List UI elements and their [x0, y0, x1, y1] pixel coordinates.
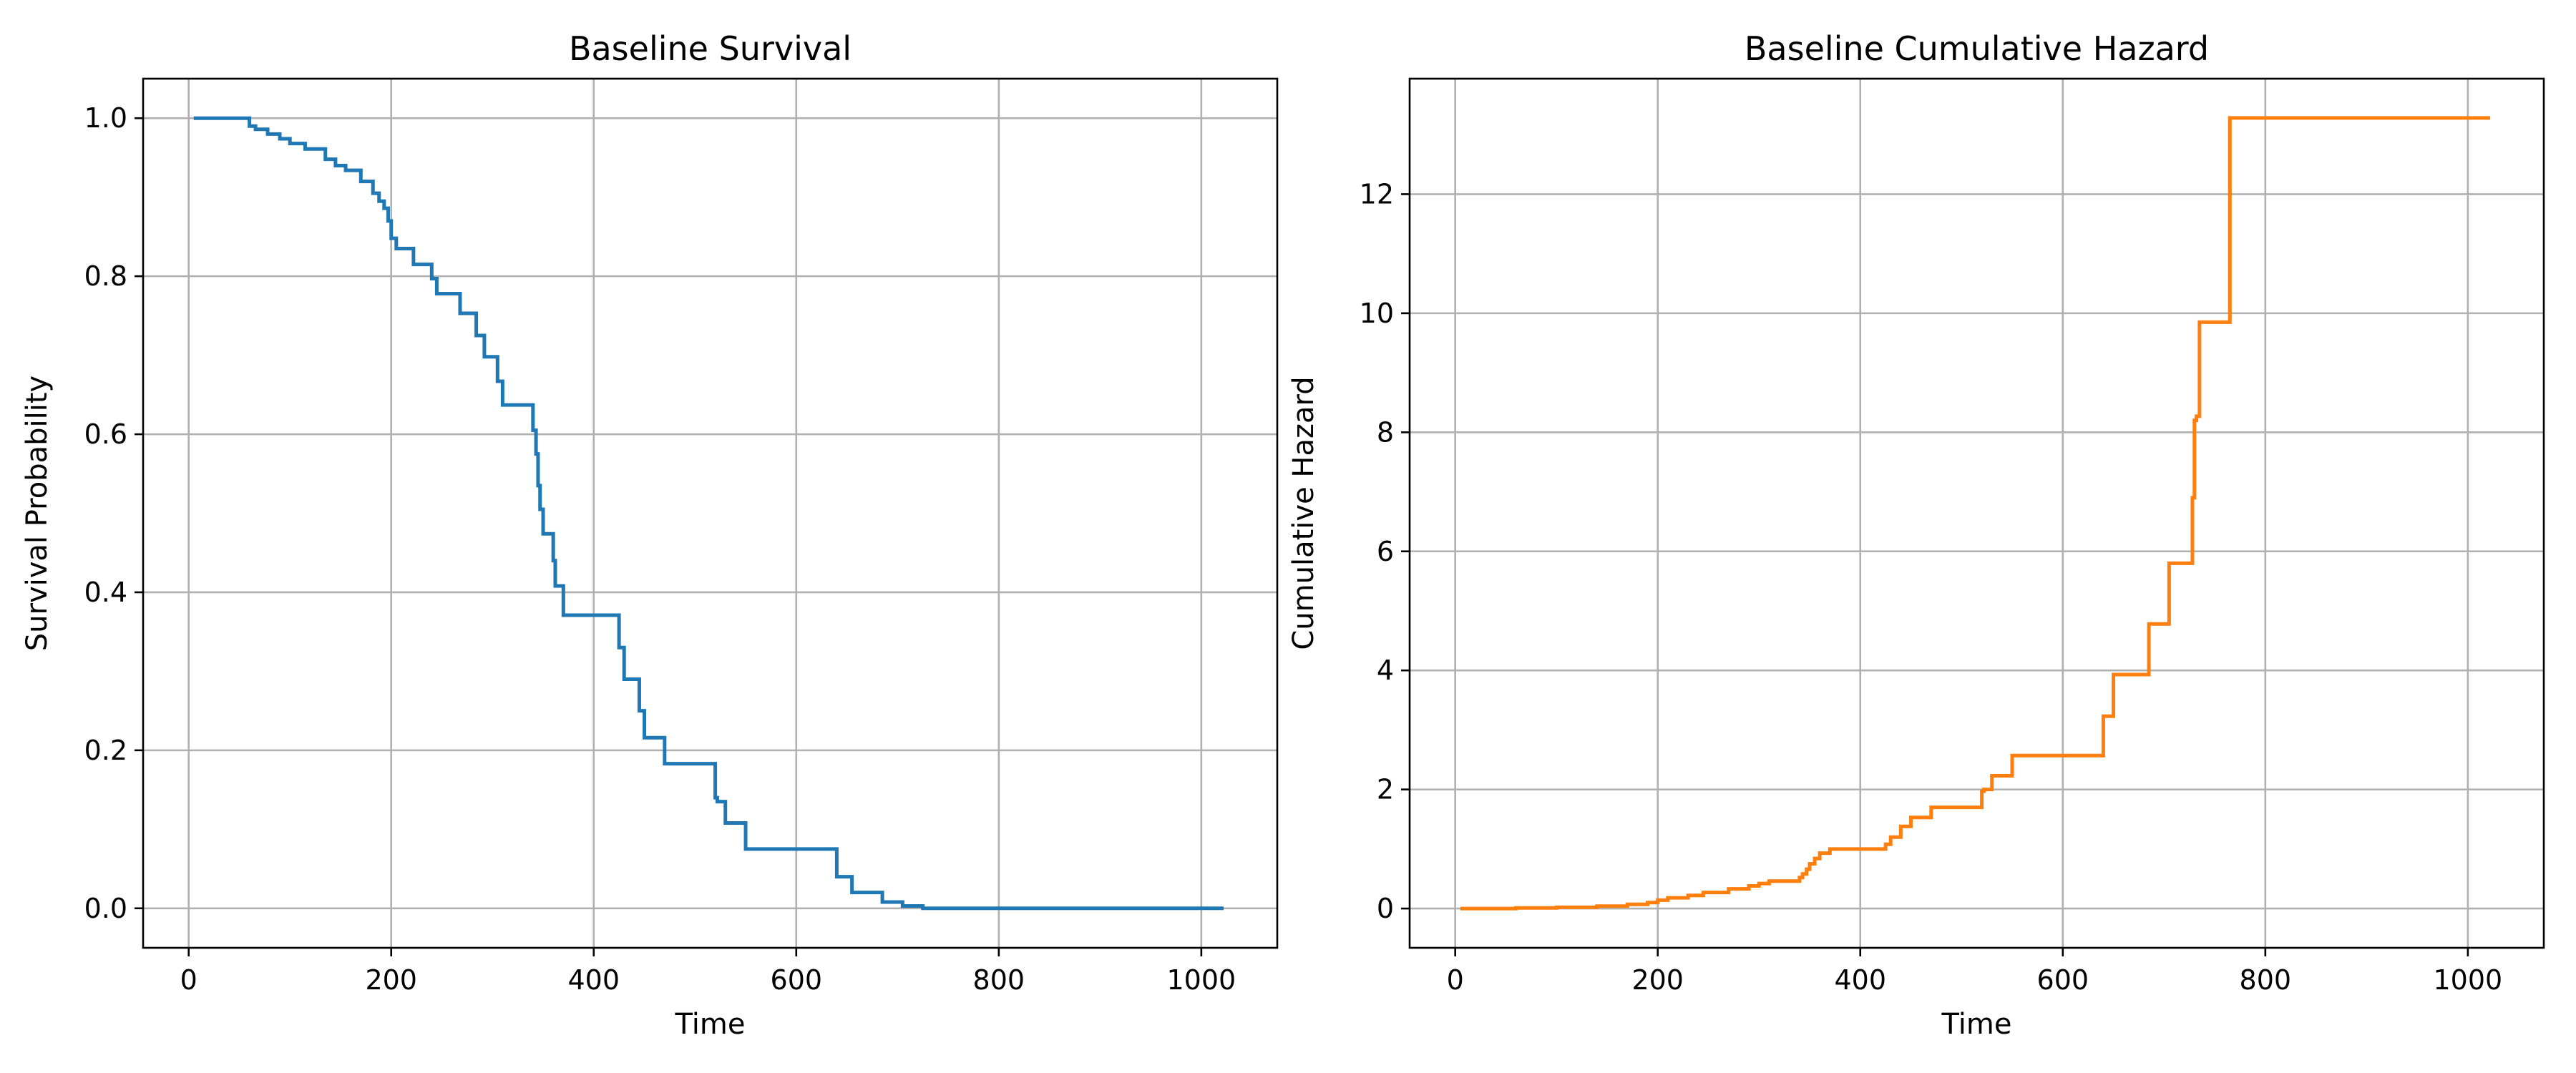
survival-series	[193, 116, 1224, 911]
survival-y-tick-label: 0.4	[84, 577, 127, 608]
survival-series-line	[193, 116, 1224, 911]
hazard-y-tick-label: 2	[1377, 774, 1394, 805]
survival-grid	[143, 79, 1277, 948]
survival-chart-title: Baseline Survival	[569, 29, 852, 68]
hazard-plot-panel: 0 200 400 600 800 1000 0 2 4 6 8 10 12 Baseline Cum…	[1287, 29, 2545, 1041]
survival-x-tick-label: 400	[567, 964, 620, 996]
survival-y-tick-label: 0.6	[84, 418, 127, 450]
hazard-chart-title: Baseline Cumulative Hazard	[1745, 29, 2209, 68]
survival-y-tick-label: 1.0	[84, 102, 127, 134]
survival-x-tick-label: 200	[365, 964, 417, 996]
hazard-series-line	[1460, 116, 2490, 911]
survival-x-tick-label: 600	[771, 964, 823, 996]
hazard-series	[1460, 116, 2490, 911]
hazard-x-tick-label: 200	[1631, 964, 1684, 996]
survival-x-tick-label: 1000	[1167, 964, 1236, 996]
hazard-x-tick-label: 800	[2240, 964, 2292, 996]
hazard-x-tick-label: 600	[2037, 964, 2089, 996]
hazard-y-tick-label: 8	[1377, 416, 1394, 448]
hazard-y-tick-label: 6	[1377, 536, 1394, 567]
hazard-plot-frame	[1408, 77, 2545, 949]
survival-plot-frame	[142, 77, 1279, 949]
hazard-y-ticks: 0 2 4 6 8 10 12	[1360, 178, 1410, 924]
hazard-x-tick-label: 1000	[2434, 964, 2503, 996]
survival-y-tick-label: 0.8	[84, 260, 127, 292]
hazard-y-tick-label: 4	[1377, 655, 1394, 686]
survival-y-tick-label: 0.0	[84, 893, 127, 924]
survival-x-tick-label: 800	[973, 964, 1025, 996]
survival-y-tick-label: 0.2	[84, 735, 127, 766]
survival-y-ticks: 0.0 0.2 0.4 0.6 0.8 1.0	[84, 102, 143, 924]
survival-plot-panel: 0 200 400 600 800 1000 0.0 0.2 0.4 0.6 0.8 1.0 Bas…	[21, 29, 1279, 1041]
hazard-x-tick-label: 0	[1447, 964, 1464, 996]
hazard-y-axis-label: Cumulative Hazard	[1287, 376, 1320, 650]
hazard-grid	[1410, 79, 2544, 948]
hazard-x-ticks: 0 200 400 600 800 1000	[1447, 948, 2503, 996]
hazard-y-tick-label: 12	[1360, 178, 1394, 210]
hazard-y-tick-label: 10	[1360, 298, 1394, 329]
hazard-x-tick-label: 400	[1834, 964, 1886, 996]
hazard-x-axis-label: Time	[1941, 1008, 2012, 1041]
survival-y-axis-label: Survival Probability	[21, 376, 54, 651]
survival-x-tick-label: 0	[180, 964, 197, 996]
survival-x-ticks: 0 200 400 600 800 1000	[180, 948, 1236, 996]
hazard-y-tick-label: 0	[1377, 893, 1394, 924]
survival-x-axis-label: Time	[675, 1008, 746, 1041]
